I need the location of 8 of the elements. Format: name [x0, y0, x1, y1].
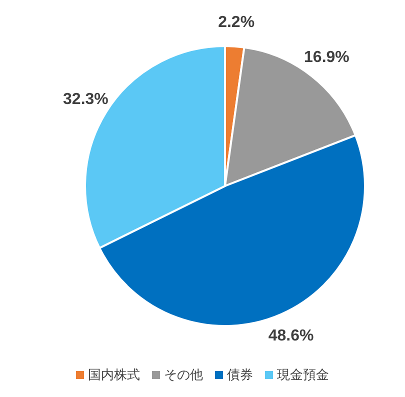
- legend-label: 債券: [226, 366, 253, 384]
- data-label: 48.6%: [268, 328, 314, 345]
- data-label: 32.3%: [63, 90, 108, 108]
- legend-label: その他: [163, 366, 203, 384]
- legend-label: 国内株式: [87, 366, 140, 384]
- legend-label: 現金預金: [276, 366, 329, 384]
- data-label: 16.9%: [304, 48, 350, 66]
- data-label: 2.2%: [218, 14, 255, 31]
